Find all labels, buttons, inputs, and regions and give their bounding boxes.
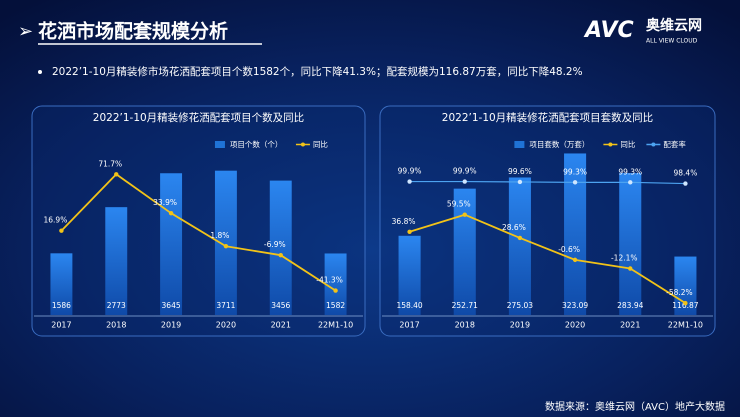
x-tick-label: 2020 [565, 321, 585, 330]
bar-value-label: 1582 [326, 301, 345, 310]
bar [324, 253, 347, 315]
x-tick-label: 2021 [620, 321, 640, 330]
bar-value-label: 3711 [216, 301, 235, 310]
line-marker [223, 244, 229, 249]
line-marker [517, 179, 523, 185]
line-value-label: 99.9% [453, 167, 477, 176]
line-value-label: 99.3% [618, 167, 642, 176]
line-marker [462, 212, 467, 217]
line [60, 173, 337, 292]
line-value-label: -41.3% [316, 276, 343, 285]
line-marker [683, 181, 688, 186]
bar-value-label: 158.40 [396, 301, 422, 310]
line-marker [168, 210, 174, 216]
x-tick-label: 2017 [51, 321, 71, 330]
line-value-label: 28.6% [502, 223, 526, 232]
x-tick-label: 2017 [399, 321, 419, 330]
bar [398, 235, 421, 315]
chart-title: 2022’1-10月精装修花洒配套项目套数及同比 [442, 111, 653, 124]
line [409, 213, 686, 304]
chart-title: 2022’1-10月精装修花洒配套项目个数及同比 [93, 111, 304, 124]
line-marker [407, 229, 412, 234]
source: 数据来源：奥维云网（AVC）地产大数据 [545, 400, 725, 413]
bar-value-label: 283.94 [617, 301, 643, 310]
x-tick-label: 22M1-10 [318, 321, 353, 330]
legend-label: 项目套数（万套） [529, 139, 589, 149]
bar-value-label: 252.71 [452, 301, 478, 310]
bar [564, 153, 587, 315]
legend-marker [651, 142, 656, 147]
line [409, 180, 686, 185]
x-tick-label: 22M1-10 [668, 321, 703, 330]
line-value-label: 99.3% [563, 167, 587, 176]
summary: 2022’1-10月精装修市场花洒配套项目个数1582个，同比下降41.3%；配… [52, 65, 583, 78]
legend-swatch [214, 141, 225, 148]
line-marker [278, 252, 283, 258]
x-tick-label: 2018 [106, 321, 126, 330]
logo-en: ALL VIEW CLOUD [646, 38, 698, 45]
bar-value-label: 3456 [271, 301, 290, 310]
line-marker [59, 228, 64, 233]
page-title: 花洒市场配套规模分析 [38, 20, 228, 43]
line-marker [517, 235, 523, 241]
legend-swatch [514, 141, 525, 148]
line-value-label: 1.8% [210, 231, 229, 240]
line-value-label: 59.5% [447, 200, 471, 209]
x-tick-label: 2020 [216, 321, 236, 330]
line-value-label: 71.7% [98, 159, 122, 168]
bar-value-label: 1586 [52, 301, 71, 310]
line-marker [572, 180, 578, 185]
bar [453, 188, 476, 315]
line-value-label: -0.6% [558, 245, 580, 254]
line-marker [462, 179, 467, 184]
line-value-label: 33.9% [153, 198, 177, 207]
line-marker [628, 266, 633, 271]
bar-value-label: 2773 [107, 301, 126, 310]
bar-value-label: 323.09 [562, 301, 588, 310]
bar [269, 180, 292, 315]
line-value-label: -58.2% [666, 288, 693, 297]
bar-value-label: 3645 [162, 301, 181, 310]
bar-value-label: 275.03 [507, 301, 533, 310]
title-arrow: ➢ [18, 21, 33, 42]
x-tick-label: 2019 [510, 321, 530, 330]
line-value-label: 99.6% [508, 167, 532, 176]
line-marker [572, 257, 578, 263]
line-marker [683, 300, 688, 306]
bar [619, 173, 642, 315]
bullet-dot [38, 70, 42, 74]
line-value-label: 98.4% [674, 169, 698, 178]
legend-label: 配套率 [663, 139, 686, 149]
legend-marker [608, 142, 613, 147]
x-tick-label: 2021 [271, 321, 291, 330]
line-marker [407, 179, 412, 184]
x-tick-label: 2019 [161, 321, 181, 330]
line-marker [628, 180, 633, 185]
bar [508, 177, 531, 315]
logo: AVC [583, 18, 634, 43]
line-marker [114, 172, 119, 177]
line-marker [333, 288, 338, 293]
line-value-label: -6.9% [264, 240, 286, 249]
bar [160, 173, 183, 315]
x-tick-label: 2018 [455, 321, 475, 330]
line-value-label: 16.9% [44, 216, 68, 225]
legend-label: 项目个数（个） [230, 139, 283, 149]
bar [50, 253, 73, 315]
line-value-label: 99.9% [398, 167, 422, 176]
legend-label: 同比 [313, 139, 328, 149]
legend-label: 同比 [620, 139, 635, 149]
line-value-label: 36.8% [392, 217, 416, 226]
line-value-label: -12.1% [611, 254, 638, 263]
bar [214, 170, 237, 315]
logo-cn: 奥维云网 [646, 17, 702, 34]
bar [105, 207, 128, 315]
legend-marker [300, 142, 305, 147]
bar-value-label: 116.87 [672, 301, 698, 310]
